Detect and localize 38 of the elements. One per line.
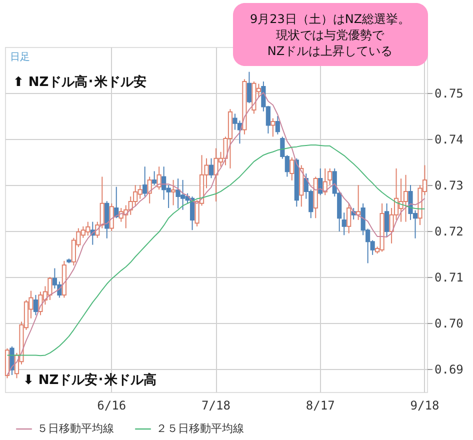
y-tick-label: 0.69	[434, 362, 464, 376]
candlestick	[342, 212, 346, 236]
candlestick	[246, 71, 252, 104]
x-tick-label: 9/18	[410, 398, 440, 412]
y-tick-label: 0.70	[434, 316, 464, 330]
x-tick-label: 7/18	[202, 398, 230, 412]
candlestick	[270, 118, 276, 138]
y-tick-label: 0.75	[434, 86, 464, 100]
candlestick	[318, 168, 323, 196]
candlestick	[171, 179, 176, 206]
legend-label: ５日移動平均線	[37, 422, 114, 435]
legend-label: ２５日移動平均線	[156, 422, 244, 435]
x-tick-label: 6/16	[97, 398, 126, 412]
candlestick	[290, 156, 294, 181]
y-tick-label: 0.71	[434, 270, 464, 284]
candlestick	[328, 168, 332, 186]
annotation: NZドルは上昇している	[267, 44, 393, 58]
y-tick-label: 0.72	[434, 224, 464, 238]
candlestick	[156, 166, 162, 190]
annotation: ⬆ NZドル高･米ドル安	[13, 74, 147, 90]
annotation: ⬇ NZドル安･米ドル高	[23, 372, 157, 388]
candlestick	[10, 346, 14, 376]
text: 9月23日（土）はNZ総選挙。	[250, 12, 410, 26]
candlestick	[142, 166, 148, 197]
candlestick	[208, 158, 214, 179]
y-tick-label: 0.74	[434, 132, 464, 146]
candlestick	[384, 202, 390, 238]
annotation: 日足	[10, 52, 30, 63]
candlestick	[33, 294, 38, 316]
text: 現状では与党優勢で	[276, 28, 385, 42]
candlestick	[275, 116, 280, 135]
candlestick	[346, 202, 352, 234]
x-tick-label: 8/17	[306, 398, 335, 412]
candlestick	[152, 170, 157, 186]
candlestick	[147, 176, 152, 204]
y-tick-label: 0.73	[434, 178, 464, 192]
candlestick	[356, 184, 361, 220]
candlestick	[109, 202, 114, 232]
